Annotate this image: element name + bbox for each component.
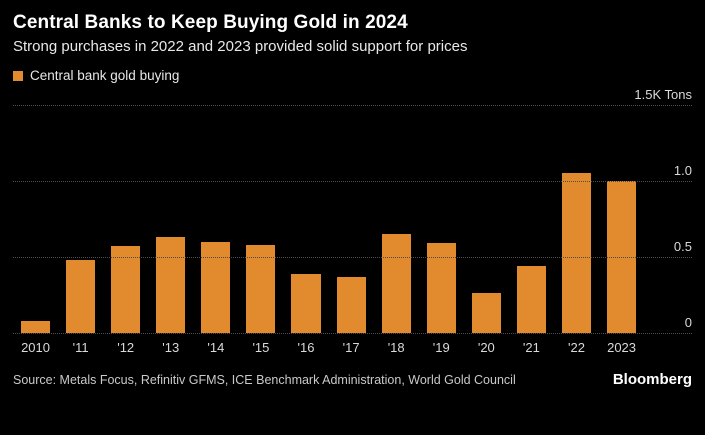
page-title: Central Banks to Keep Buying Gold in 202… <box>13 12 408 33</box>
bar-'15 <box>246 245 276 333</box>
x-axis-label: '14 <box>207 340 225 355</box>
x-axis-label: '15 <box>252 340 270 355</box>
x-axis: 2010 '11 '12 '13 '14 '15 '16 '17 '18 '19 '20 '21 '22… <box>13 333 644 357</box>
y-axis-tick-label: 1.0 <box>673 163 692 178</box>
bar-'11 <box>66 260 96 333</box>
x-axis-label: '19 <box>432 340 450 355</box>
gridline <box>13 105 692 106</box>
bar-'17 <box>336 277 366 333</box>
bar-'16 <box>291 274 321 333</box>
x-axis-label: '13 <box>162 340 180 355</box>
x-axis-label: 2023 <box>607 340 637 355</box>
x-axis-label: '18 <box>387 340 405 355</box>
bar-'22 <box>561 173 592 333</box>
chart-subtitle: Strong purchases in 2022 and 2023 provid… <box>13 38 468 55</box>
bar-'21 <box>516 266 546 333</box>
bar-'18 <box>381 234 411 333</box>
y-axis-tick-label: 0.5 <box>673 239 692 254</box>
x-axis-label: '12 <box>117 340 135 355</box>
legend: Central bank gold buying <box>13 68 692 83</box>
chart-header: Central Banks to Keep Buying Gold in 202… <box>0 0 705 83</box>
chart-footer: Source: Metals Focus, Refinitiv GFMS, IC… <box>13 371 692 390</box>
x-axis-label: '16 <box>297 340 315 355</box>
x-axis-label: '17 <box>342 340 360 355</box>
bar-2010 <box>21 321 51 333</box>
source-note: Source: Metals Focus, Refinitiv GFMS, IC… <box>13 373 516 387</box>
y-axis-tick-label: 1.5K Tons <box>634 87 692 102</box>
legend-label: Central bank gold buying <box>30 68 180 83</box>
x-axis-label: '11 <box>72 340 89 355</box>
bar-'12 <box>111 246 141 333</box>
gridline <box>13 181 692 182</box>
x-axis-label: '22 <box>568 340 585 355</box>
x-axis-label: '21 <box>522 340 540 355</box>
bar-'19 <box>426 243 456 333</box>
bar-chart-plot-area: 2010 '11 '12 '13 '14 '15 '16 '17 '18 '19 '20 '21 '22… <box>13 85 692 357</box>
legend-swatch-icon <box>13 70 23 81</box>
gridline <box>13 257 692 258</box>
x-axis-label: 2010 <box>21 340 50 355</box>
y-axis-tick-label: 0 <box>684 315 692 330</box>
gridline <box>13 333 692 334</box>
bar-'13 <box>156 237 186 333</box>
x-axis-label: '20 <box>477 340 495 355</box>
bloomberg-logo: Bloomberg <box>612 371 692 389</box>
bar-'20 <box>471 293 501 333</box>
bar-'14 <box>201 242 231 333</box>
bars-group <box>13 105 644 333</box>
